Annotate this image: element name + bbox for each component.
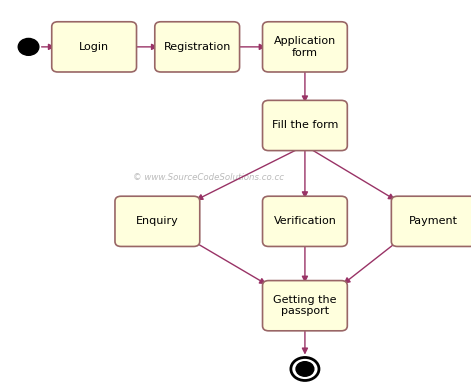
Text: Login: Login <box>79 42 109 52</box>
Circle shape <box>18 39 39 55</box>
Text: © www.SourceCodeSolutions.co.cc: © www.SourceCodeSolutions.co.cc <box>133 173 284 182</box>
Text: Payment: Payment <box>409 216 458 226</box>
Text: Fill the form: Fill the form <box>272 121 338 130</box>
FancyBboxPatch shape <box>263 100 347 151</box>
FancyBboxPatch shape <box>263 196 347 247</box>
FancyBboxPatch shape <box>115 196 200 247</box>
Text: Verification: Verification <box>273 216 337 226</box>
FancyBboxPatch shape <box>392 196 474 247</box>
FancyBboxPatch shape <box>263 280 347 331</box>
Circle shape <box>296 362 314 376</box>
Text: Application
form: Application form <box>274 36 336 58</box>
Text: Registration: Registration <box>164 42 231 52</box>
FancyBboxPatch shape <box>155 22 239 72</box>
Text: Getting the
passport: Getting the passport <box>273 295 337 317</box>
FancyBboxPatch shape <box>263 22 347 72</box>
Text: Enquiry: Enquiry <box>136 216 179 226</box>
FancyBboxPatch shape <box>52 22 137 72</box>
